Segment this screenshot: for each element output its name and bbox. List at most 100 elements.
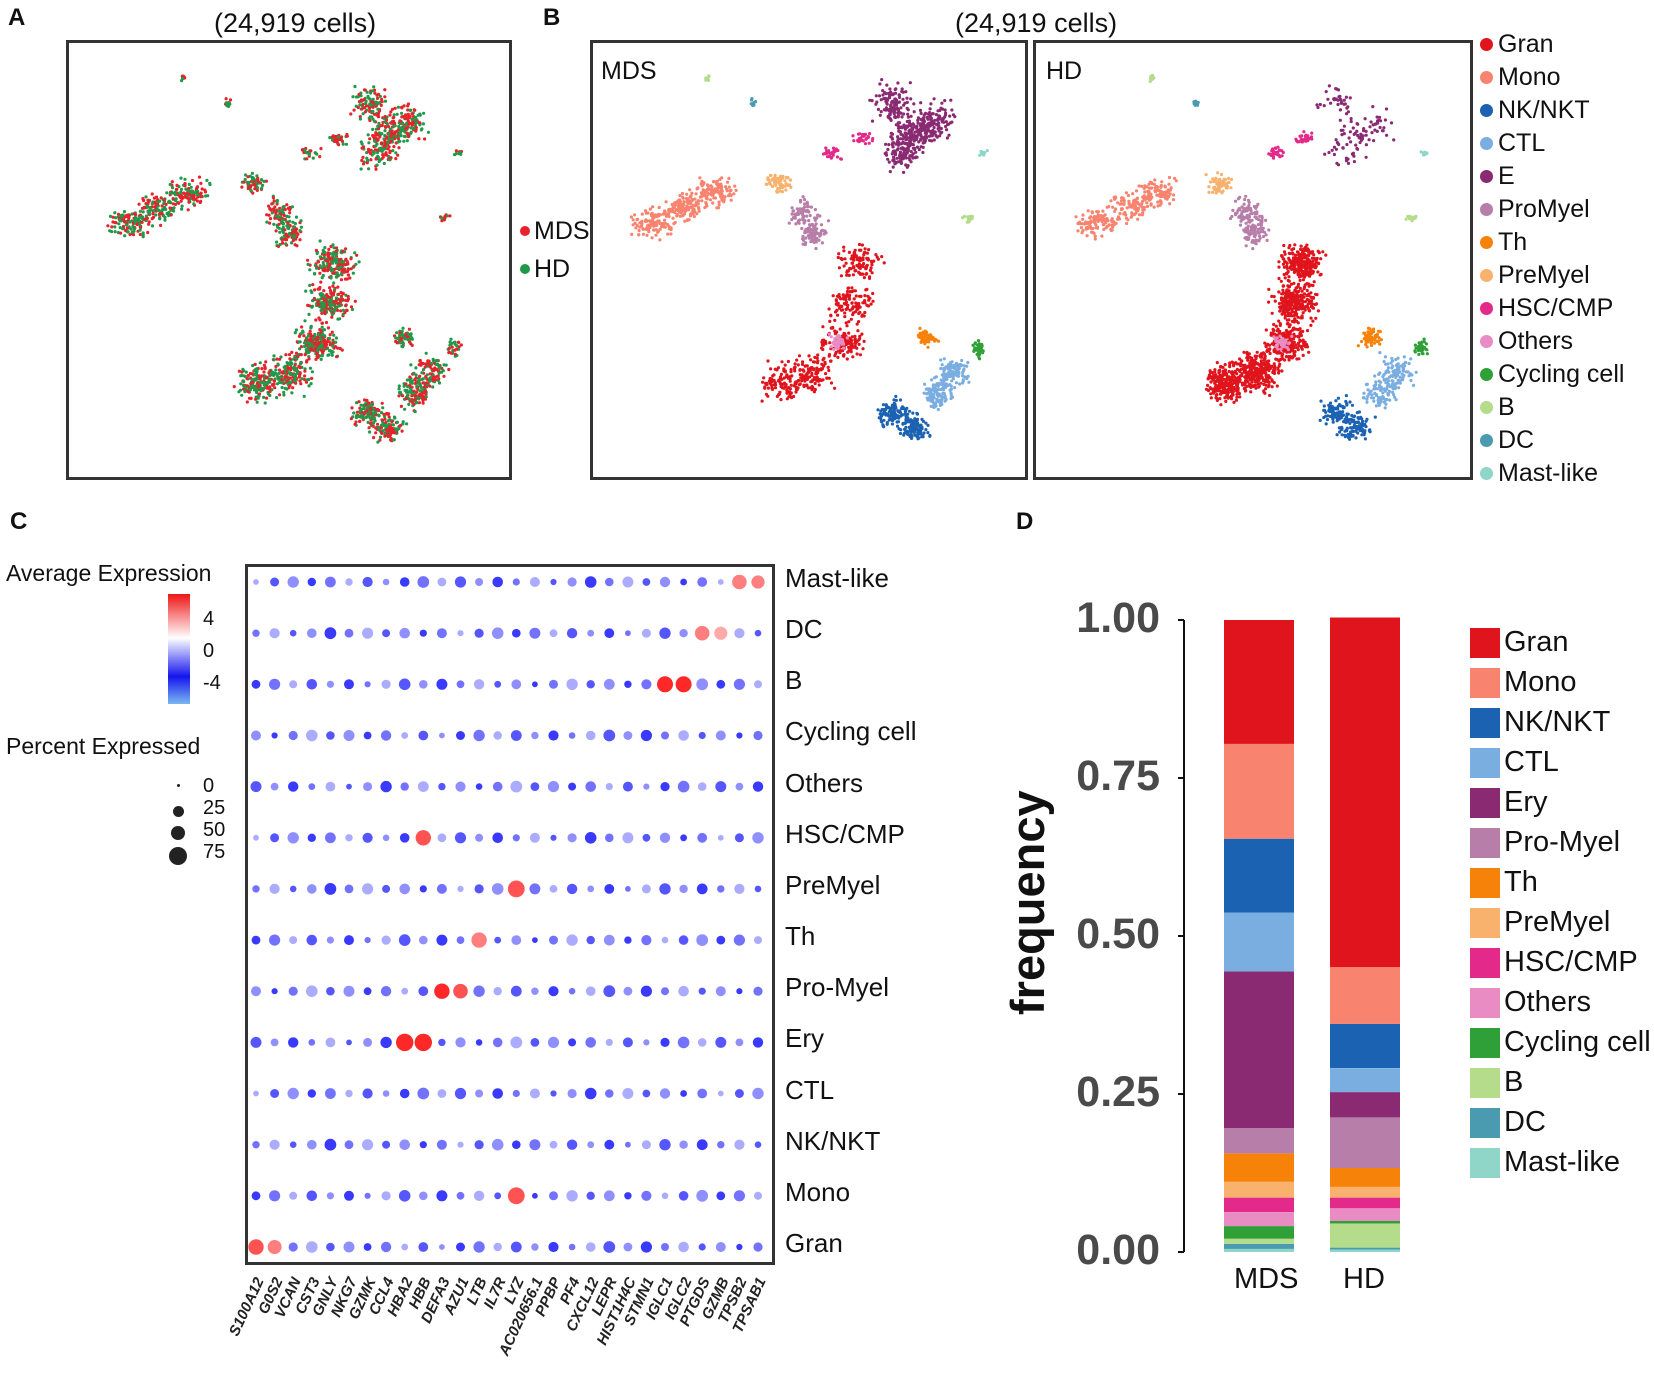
dotplot-dot: [532, 1193, 538, 1199]
dotplot-dot: [587, 1192, 595, 1200]
legend-d-swatch: [1470, 1068, 1500, 1098]
bar-segment: [1224, 1226, 1294, 1239]
dotplot-dot: [455, 1037, 465, 1047]
legend-b-label: NK/NKT: [1498, 96, 1590, 125]
dotplot-dot: [587, 680, 595, 688]
dotplot-dot: [475, 884, 484, 893]
dotplot-dot: [586, 1242, 596, 1252]
dotplot-dot: [420, 1141, 427, 1148]
dotplot-dot: [325, 1088, 336, 1099]
dotplot-dot: [455, 1088, 466, 1099]
dotplot-dot: [716, 986, 726, 996]
dotplot-dot: [457, 886, 463, 892]
x-cat-hd: HD: [1343, 1263, 1385, 1296]
dotplot-dot: [511, 730, 522, 741]
legend-b-swatch: [1480, 302, 1493, 315]
dotplot-dot: [436, 1190, 447, 1201]
dotplot-dot: [550, 1090, 556, 1096]
dotplot-dot: [383, 579, 390, 586]
dotplot-dot: [325, 1139, 337, 1151]
dotplot-dot: [419, 1192, 428, 1201]
dotplot-dot: [270, 628, 280, 638]
umap-points: [1074, 74, 1429, 441]
umap-b-hd-plot: [1036, 43, 1470, 477]
dotplot-dot: [400, 1089, 410, 1099]
dotplot-dot: [401, 988, 408, 995]
legend-b-swatch: [1480, 335, 1493, 348]
dotplot-dot: [753, 1242, 762, 1251]
bar-segment: [1330, 1092, 1400, 1117]
dotplot-dot: [364, 987, 372, 995]
dotplot-dot: [751, 575, 764, 588]
dotplot-dot: [754, 1192, 762, 1200]
dotplot-dot: [494, 937, 501, 944]
dotplot-dot: [270, 1140, 280, 1150]
dotplot-dot: [736, 783, 744, 791]
dotplot-dot: [289, 680, 297, 688]
dotplot-dot: [566, 934, 577, 945]
dotplot-dot: [550, 835, 556, 841]
dotplot-dot: [252, 630, 259, 637]
legend-d-swatch: [1470, 628, 1500, 658]
dotplot-dot: [752, 1088, 763, 1099]
dotplot-dot: [416, 830, 431, 845]
dotplot-dot: [624, 1192, 631, 1199]
dotplot-row-label: HSC/CMP: [785, 819, 905, 850]
dotplot-dot: [346, 1040, 352, 1046]
dotplot-frame: [245, 564, 775, 1265]
y-tick-label: 0.00: [1050, 1226, 1160, 1275]
dotplot-dot: [253, 1091, 259, 1097]
dotplot-dot: [622, 1088, 633, 1099]
dotplot-dot: [680, 834, 687, 841]
dotplot-dot: [383, 835, 390, 842]
bar-segment: [1224, 1153, 1294, 1181]
dotplot-dot: [420, 885, 427, 892]
dotplot-dot: [513, 834, 520, 841]
dotplot-dot: [716, 1191, 725, 1200]
dotplot-dot: [566, 1190, 577, 1201]
dotplot-dot: [550, 579, 556, 585]
legend-b-label: PreMyel: [1498, 261, 1590, 290]
dotplot-dot: [399, 884, 410, 895]
legend-d-item: Mast-like: [1470, 1146, 1620, 1179]
legend-d-label: HSC/CMP: [1504, 946, 1638, 979]
panel-a-title: (24,919 cells): [214, 8, 376, 39]
dotplot-row-label: Th: [785, 921, 815, 952]
y-tick-label: 0.75: [1050, 752, 1160, 801]
dotplot-dot: [585, 1088, 597, 1100]
dotplot-dot: [308, 578, 316, 586]
dotplot-dot: [753, 1037, 763, 1047]
dotplot-dot: [326, 987, 335, 996]
dotplot-dot: [548, 1242, 558, 1252]
dotplot-dot: [344, 730, 355, 741]
dotplot-dot: [699, 1243, 706, 1250]
dotplot-dot: [270, 884, 280, 894]
dotplot-dot: [253, 835, 259, 841]
dotplot-dot: [475, 834, 483, 842]
dotplot-dot: [345, 578, 352, 585]
dotplot-dot: [585, 1037, 596, 1048]
dotplot-dot: [716, 1242, 726, 1252]
dotplot-dot: [438, 833, 447, 842]
dotplot-dot: [736, 988, 742, 994]
dotplot-dot: [325, 832, 336, 843]
bar-segment: [1330, 1250, 1400, 1253]
dotplot-dot: [736, 732, 742, 738]
dotplot-dot: [548, 730, 558, 740]
dotplot-dot: [734, 628, 744, 638]
dotplot-dot: [699, 988, 706, 995]
legend-d-swatch: [1470, 708, 1500, 738]
dotplot-dot: [623, 782, 633, 792]
dotplot-dot: [697, 577, 707, 587]
dotplot-dot: [457, 1142, 463, 1148]
dotplot-dot: [290, 1141, 297, 1148]
dotplot-dot: [438, 783, 445, 790]
dotplot-dot: [308, 1039, 315, 1046]
bar-segment: [1330, 618, 1400, 968]
dotplot-dot: [252, 1191, 261, 1200]
dotplot-dot: [289, 731, 298, 740]
dotplot-dot: [659, 883, 670, 894]
dotplot-dot: [511, 679, 521, 689]
legend-d-label: NK/NKT: [1504, 706, 1610, 739]
dotplot-dot: [643, 578, 651, 586]
